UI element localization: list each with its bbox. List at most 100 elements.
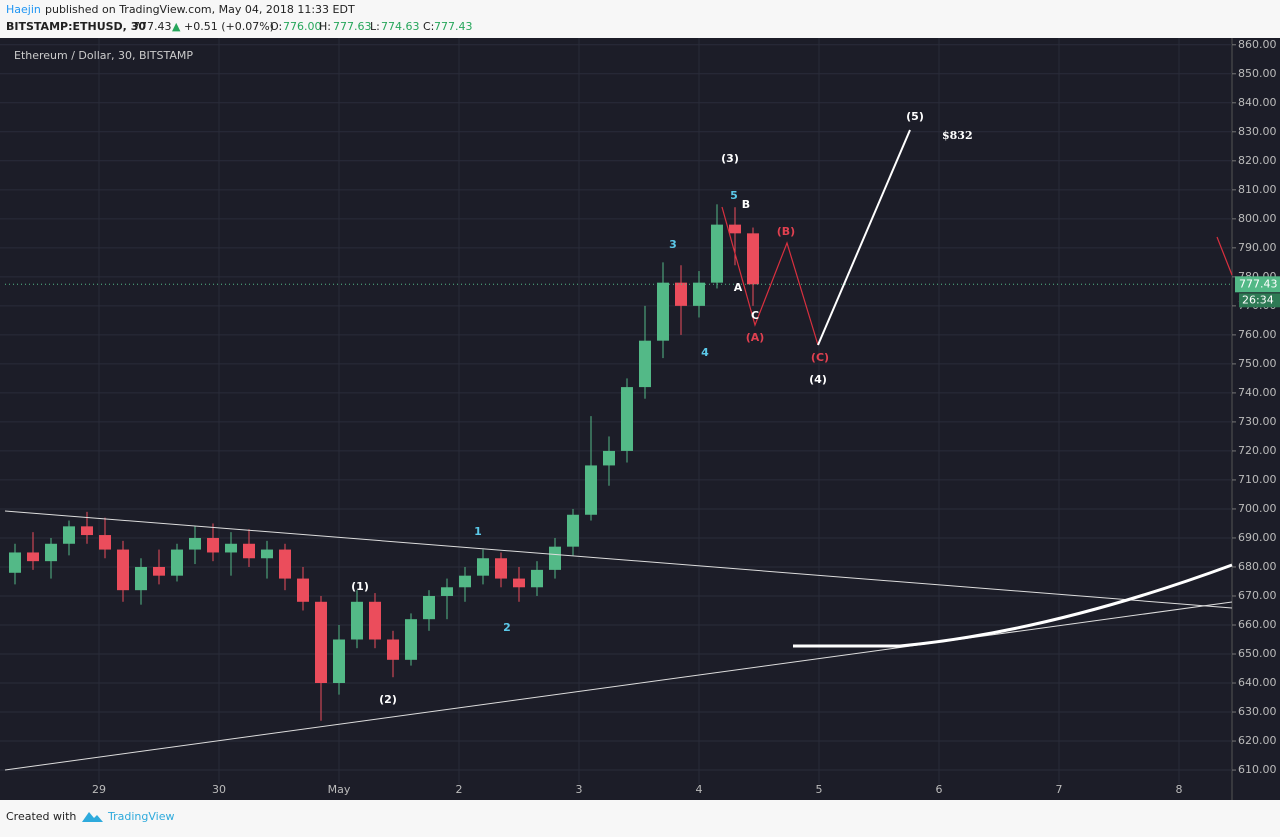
y-tick-label: 620.00 (1238, 734, 1277, 747)
h-label: H: (319, 20, 331, 33)
candle-body (278, 549, 291, 579)
wave-label: (1) (351, 580, 369, 593)
arrow: ▲ (172, 20, 181, 33)
candle-body (26, 552, 39, 562)
wave-label: 5 (730, 189, 738, 202)
published: published on TradingView.com, May 04, 20… (45, 3, 355, 16)
candle-body (692, 282, 705, 306)
x-tick-label: 29 (92, 783, 106, 796)
candle-body (260, 549, 273, 559)
last-price: 777.43 (133, 20, 172, 33)
y-tick-label: 660.00 (1238, 618, 1277, 631)
trendline (4, 510, 1233, 609)
candle-body (206, 537, 219, 553)
x-tick-label: May (328, 783, 351, 796)
candle-body (602, 450, 615, 466)
candle-body (512, 578, 525, 588)
chart-background (0, 38, 1280, 800)
y-tick-label: 690.00 (1238, 531, 1277, 544)
candle-body (62, 526, 75, 544)
o-value: 776.00 (283, 20, 322, 33)
x-tick-label: 2 (455, 783, 462, 796)
candle-body (314, 601, 327, 684)
x-tick-label: 7 (1055, 783, 1062, 796)
candle-body (458, 575, 471, 588)
y-tick-label: 630.00 (1238, 705, 1277, 718)
c-value: 777.43 (434, 20, 473, 33)
l-value: 774.63 (381, 20, 420, 33)
candle-body (584, 465, 597, 515)
wave-label: 2 (503, 621, 511, 634)
l-label: L: (370, 20, 380, 33)
countdown-box (1239, 293, 1280, 308)
candle-body (746, 233, 759, 285)
wave-label: C (751, 309, 759, 322)
x-tick-label: 6 (935, 783, 942, 796)
candle-body (422, 595, 435, 620)
y-tick-label: 710.00 (1238, 473, 1277, 486)
y-tick-label: 850.00 (1238, 67, 1277, 80)
h-value: 777.63 (333, 20, 372, 33)
y-tick-label: 800.00 (1238, 212, 1277, 225)
author[interactable]: Haejin (6, 3, 41, 16)
candle-body (386, 639, 399, 660)
candle-body (116, 549, 129, 591)
plot (5, 204, 1232, 721)
y-tick-label: 740.00 (1238, 386, 1277, 399)
chart-title: Ethereum / Dollar, 30, BITSTAMP (14, 49, 193, 62)
candle-body (404, 619, 417, 660)
y-tick-label: 860.00 (1238, 38, 1277, 51)
change: +0.51 (+0.07%) (184, 20, 274, 33)
y-tick-label: 750.00 (1238, 357, 1277, 370)
y-tick-label: 730.00 (1238, 415, 1277, 428)
x-tick-label: 3 (575, 783, 582, 796)
candle-body (368, 601, 381, 640)
y-tick-label: 840.00 (1238, 96, 1277, 109)
logo (82, 812, 103, 822)
wave-label: 4 (701, 346, 709, 359)
symbol: BITSTAMP:ETHUSD, 30 (6, 20, 146, 33)
y-tick-label: 640.00 (1238, 676, 1277, 689)
y-tick-label: 830.00 (1238, 125, 1277, 138)
wave-label: (A) (746, 331, 765, 344)
wave-label: (5) (906, 110, 924, 123)
candle-body (710, 224, 723, 283)
y-tick-label: 820.00 (1238, 154, 1277, 167)
countdown: 26:34 (1242, 293, 1274, 306)
candle-body (80, 526, 93, 536)
drawings (4, 129, 1233, 771)
y-tick-label: 760.00 (1238, 328, 1277, 341)
candle-body (566, 514, 579, 547)
candle-body (170, 549, 183, 576)
y-tick-label: 720.00 (1238, 444, 1277, 457)
wave-label: (2) (379, 693, 397, 706)
created-with: Created with (6, 810, 76, 823)
y-tick-label: 700.00 (1238, 502, 1277, 515)
x-tick-label: 30 (212, 783, 226, 796)
y-tick-label: 680.00 (1238, 560, 1277, 573)
candle-body (674, 282, 687, 306)
projection-white (817, 129, 911, 346)
wave-label: (3) (721, 152, 739, 165)
candle-body (350, 601, 363, 640)
candle-body (656, 282, 669, 341)
candle-body (476, 558, 489, 576)
annotations: (5) $832 (3) 5B 3 (B) A C (A) 4 (C) (4) 1 (1) 2 (2) (351, 110, 972, 706)
candle-body (728, 224, 741, 234)
wave-label: (B) (777, 225, 795, 238)
wave-label: 3 (669, 238, 677, 251)
candle-body (494, 558, 507, 579)
wave-label: (4) (809, 373, 827, 386)
curve (793, 563, 1233, 648)
c-label: C: (423, 20, 434, 33)
x-tick-label: 4 (695, 783, 702, 796)
wave-label: 1 (474, 525, 482, 538)
projection-red (721, 206, 819, 346)
brand[interactable]: TradingView (107, 810, 174, 823)
wave-label: (C) (811, 351, 829, 364)
grid (0, 38, 1232, 784)
candle-body (8, 552, 21, 573)
wave-label: A (734, 281, 743, 294)
